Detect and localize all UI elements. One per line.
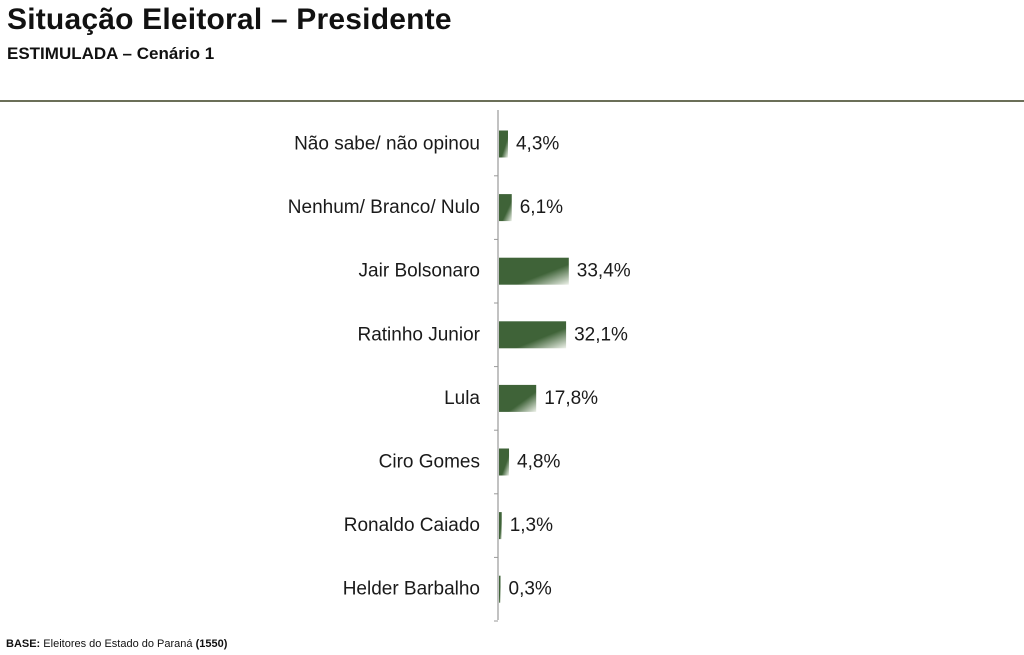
footer-base-text: Eleitores do Estado do Paraná <box>43 638 193 650</box>
value-label: 33,4% <box>577 261 631 282</box>
footer-base-count: (1550) <box>195 638 228 650</box>
bar-mark <box>499 257 569 285</box>
value-label: 4,8% <box>517 452 560 473</box>
value-label: 17,8% <box>544 388 598 409</box>
page-subtitle: ESTIMULADA – Cenário 1 <box>7 44 215 63</box>
bar-mark <box>499 130 508 158</box>
bar-mark <box>499 448 510 476</box>
value-label: 6,1% <box>520 197 563 218</box>
footer-base-note: BASE: Eleitores do Estado do Paraná (155… <box>6 638 227 650</box>
category-label: Ronaldo Caiado <box>344 515 480 536</box>
bar-mark <box>499 321 567 349</box>
header-divider <box>0 100 1024 102</box>
bar-mark <box>499 384 537 412</box>
value-label: 0,3% <box>509 579 552 600</box>
category-label: Ratinho Junior <box>357 324 480 345</box>
category-label: Nenhum/ Branco/ Nulo <box>288 197 480 218</box>
footer-base-label: BASE: <box>6 638 41 650</box>
bar-mark <box>499 512 502 540</box>
page-title: Situação Eleitoral – Presidente <box>7 3 452 36</box>
bar-mark <box>499 194 512 222</box>
category-label: Jair Bolsonaro <box>359 261 480 282</box>
value-label: 4,3% <box>516 134 559 155</box>
value-label: 32,1% <box>574 324 628 345</box>
category-label: Não sabe/ não opinou <box>294 134 480 155</box>
category-label: Helder Barbalho <box>343 579 480 600</box>
category-label: Lula <box>444 388 480 409</box>
value-label: 1,3% <box>510 515 553 536</box>
bar-mark <box>499 575 501 603</box>
category-label: Ciro Gomes <box>379 452 480 473</box>
